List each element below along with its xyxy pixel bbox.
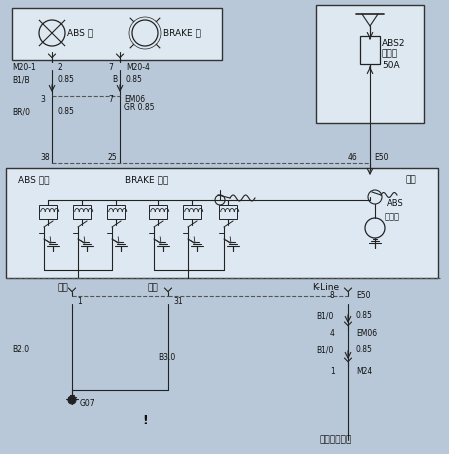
Bar <box>183 205 201 219</box>
Text: 0.85: 0.85 <box>125 75 142 84</box>
Text: 0.85: 0.85 <box>57 75 74 84</box>
Text: 50A: 50A <box>382 60 400 69</box>
Bar <box>6 168 438 278</box>
Text: B2.0: B2.0 <box>12 345 29 355</box>
Text: G07: G07 <box>80 399 96 408</box>
Text: ABS2: ABS2 <box>382 39 405 48</box>
Text: 8: 8 <box>330 291 335 301</box>
Text: BRAKE 警告: BRAKE 警告 <box>125 176 168 184</box>
Text: 3: 3 <box>40 95 45 104</box>
Text: M20-1: M20-1 <box>12 64 36 73</box>
Text: 数据传输接口: 数据传输接口 <box>320 435 352 444</box>
Text: 0.85: 0.85 <box>356 311 373 321</box>
Text: 0.85: 0.85 <box>57 108 74 117</box>
Text: B3.0: B3.0 <box>158 354 175 362</box>
Text: 38: 38 <box>40 153 50 162</box>
Text: ABS 警告: ABS 警告 <box>18 176 49 184</box>
Text: 泵电机: 泵电机 <box>385 212 400 222</box>
Bar <box>316 5 424 123</box>
Bar <box>12 8 222 60</box>
Text: B1/0: B1/0 <box>316 311 333 321</box>
Text: EM06: EM06 <box>356 330 377 339</box>
Bar <box>73 205 91 219</box>
Text: EM06: EM06 <box>124 95 145 104</box>
Bar <box>360 36 380 64</box>
Text: 搭铁: 搭铁 <box>58 283 69 292</box>
Text: K-Line: K-Line <box>312 283 339 292</box>
Text: 7: 7 <box>108 64 113 73</box>
Text: 1: 1 <box>330 367 335 376</box>
Text: ABS 灯: ABS 灯 <box>67 29 93 38</box>
Bar <box>107 205 125 219</box>
Text: 0.85: 0.85 <box>356 345 373 355</box>
Text: 46: 46 <box>348 153 358 162</box>
Text: 搭铁: 搭铁 <box>148 283 159 292</box>
Text: 4: 4 <box>330 330 335 339</box>
Text: BRAKE 灯: BRAKE 灯 <box>163 29 201 38</box>
Text: B: B <box>112 75 117 84</box>
Text: GR 0.85: GR 0.85 <box>124 104 154 113</box>
Text: 易熔片: 易熔片 <box>382 49 398 59</box>
Text: BR/0: BR/0 <box>12 108 30 117</box>
Bar <box>149 205 167 219</box>
Text: 25: 25 <box>108 153 118 162</box>
Text: 2: 2 <box>58 64 63 73</box>
Bar <box>39 205 57 219</box>
Text: E50: E50 <box>356 291 370 301</box>
Text: M24: M24 <box>356 367 372 376</box>
Text: B1/0: B1/0 <box>316 345 333 355</box>
Text: ABS: ABS <box>387 198 404 207</box>
Circle shape <box>68 396 76 404</box>
Text: 7: 7 <box>108 95 113 104</box>
Text: !: ! <box>142 414 148 426</box>
Text: E50: E50 <box>374 153 388 162</box>
Text: 1: 1 <box>77 297 82 306</box>
Text: 31: 31 <box>173 297 183 306</box>
Text: M20-4: M20-4 <box>126 64 150 73</box>
Bar <box>219 205 237 219</box>
Text: 电源: 电源 <box>405 176 416 184</box>
Text: B1/B: B1/B <box>12 75 30 84</box>
